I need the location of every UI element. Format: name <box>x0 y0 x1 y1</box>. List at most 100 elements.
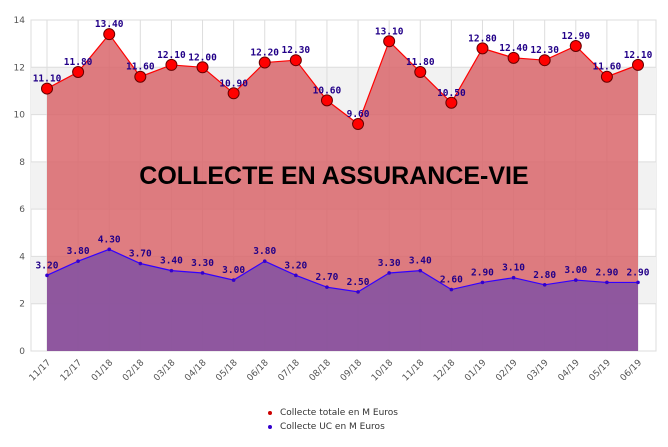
legend-item-uc: Collecte UC en M Euros <box>268 420 398 434</box>
data-point <box>231 278 236 282</box>
data-label: 3.20 <box>284 260 307 271</box>
x-tick-label: 01/18 <box>90 358 116 384</box>
data-point <box>169 268 174 273</box>
x-tick-label: 09/18 <box>339 358 365 384</box>
y-tick-label: 14 <box>14 16 26 26</box>
data-label: 12.10 <box>624 50 653 61</box>
data-label: 11.60 <box>593 62 622 73</box>
data-label: 3.30 <box>191 258 214 269</box>
data-label: 2.90 <box>627 267 650 278</box>
x-tick-label: 02/19 <box>494 358 520 384</box>
data-point <box>387 271 391 275</box>
data-label: 2.80 <box>533 270 556 281</box>
data-point <box>480 280 485 285</box>
series-area <box>47 249 638 351</box>
data-label: 2.90 <box>471 267 494 278</box>
data-label: 13.10 <box>375 26 404 37</box>
data-point <box>134 70 147 83</box>
x-tick-label: 11/17 <box>28 358 53 383</box>
data-point <box>383 35 396 48</box>
data-label: 12.30 <box>530 45 559 56</box>
data-label: 12.10 <box>157 50 186 61</box>
data-label: 9.60 <box>347 109 370 120</box>
data-label: 10.60 <box>313 85 342 96</box>
data-label: 2.50 <box>347 277 370 288</box>
data-point <box>352 118 365 131</box>
y-tick-label: 12 <box>14 63 25 73</box>
data-point <box>414 66 427 79</box>
data-point <box>605 280 609 285</box>
data-label: 4.30 <box>98 234 121 245</box>
data-point <box>356 290 360 294</box>
data-point <box>507 51 520 64</box>
data-point <box>542 283 547 287</box>
data-point <box>138 261 143 266</box>
data-point <box>320 94 333 107</box>
data-point <box>45 273 49 278</box>
data-point <box>418 268 423 273</box>
data-label: 3.70 <box>129 249 152 260</box>
data-point <box>76 259 80 263</box>
x-tick-label: 08/18 <box>308 358 334 384</box>
data-point <box>632 58 644 71</box>
data-point <box>573 278 578 282</box>
data-label: 11.60 <box>126 62 155 73</box>
data-point <box>325 285 329 289</box>
chart-title: COLLECTE EN ASSURANCE-VIE <box>139 162 529 190</box>
y-tick-label: 2 <box>19 300 25 310</box>
data-point <box>258 56 271 69</box>
data-label: 11.10 <box>33 74 62 85</box>
legend-item-total: Collecte totale en M Euros <box>268 406 398 420</box>
y-tick-label: 10 <box>14 111 26 121</box>
data-point <box>569 40 582 53</box>
x-tick-label: 12/18 <box>432 358 458 384</box>
data-point <box>200 271 205 275</box>
data-point <box>636 280 640 285</box>
data-label: 2.90 <box>595 267 618 278</box>
x-tick-label: 03/19 <box>525 358 551 384</box>
x-tick-label: 04/18 <box>183 358 209 384</box>
data-point <box>107 247 112 252</box>
data-label: 12.90 <box>561 31 590 42</box>
x-tick-label: 02/18 <box>121 358 147 384</box>
data-label: 3.40 <box>160 256 183 267</box>
data-label: 12.80 <box>468 33 497 44</box>
x-tick-label: 01/19 <box>463 358 489 384</box>
data-label: 12.30 <box>282 45 311 56</box>
x-tick-label: 05/19 <box>588 358 614 384</box>
x-tick-label: 06/19 <box>619 358 645 384</box>
data-label: 3.00 <box>564 265 587 276</box>
x-tick-label: 06/18 <box>245 358 271 384</box>
data-label: 3.30 <box>378 258 401 269</box>
legend: Collecte totale en M Euros Collecte UC e… <box>268 406 398 434</box>
data-point <box>72 66 85 79</box>
x-tick-label: 11/18 <box>401 358 427 384</box>
data-point <box>41 82 53 95</box>
legend-marker-icon <box>268 425 272 429</box>
data-point <box>294 273 298 278</box>
data-point <box>445 96 458 109</box>
data-point <box>262 259 267 263</box>
data-label: 12.00 <box>188 52 217 63</box>
data-label: 12.40 <box>499 43 528 54</box>
data-label: 10.50 <box>437 88 466 99</box>
y-tick-label: 8 <box>19 158 25 168</box>
data-point <box>600 70 613 83</box>
x-tick-label: 04/19 <box>556 358 582 384</box>
x-tick-label: 07/18 <box>277 358 303 384</box>
legend-label: Collecte totale en M Euros <box>280 408 398 418</box>
data-point <box>196 61 209 74</box>
y-tick-label: 4 <box>19 252 25 262</box>
data-label: 12.20 <box>250 48 279 59</box>
data-point <box>103 28 116 41</box>
legend-label: Collecte UC en M Euros <box>280 422 385 432</box>
x-tick-label: 10/18 <box>370 358 396 384</box>
data-label: 13.40 <box>95 19 124 30</box>
data-label: 10.90 <box>219 78 248 89</box>
x-tick-label: 12/17 <box>59 358 84 383</box>
data-point <box>511 275 516 280</box>
y-tick-label: 0 <box>19 347 25 357</box>
data-label: 11.80 <box>64 57 93 68</box>
data-label: 2.60 <box>440 275 463 286</box>
